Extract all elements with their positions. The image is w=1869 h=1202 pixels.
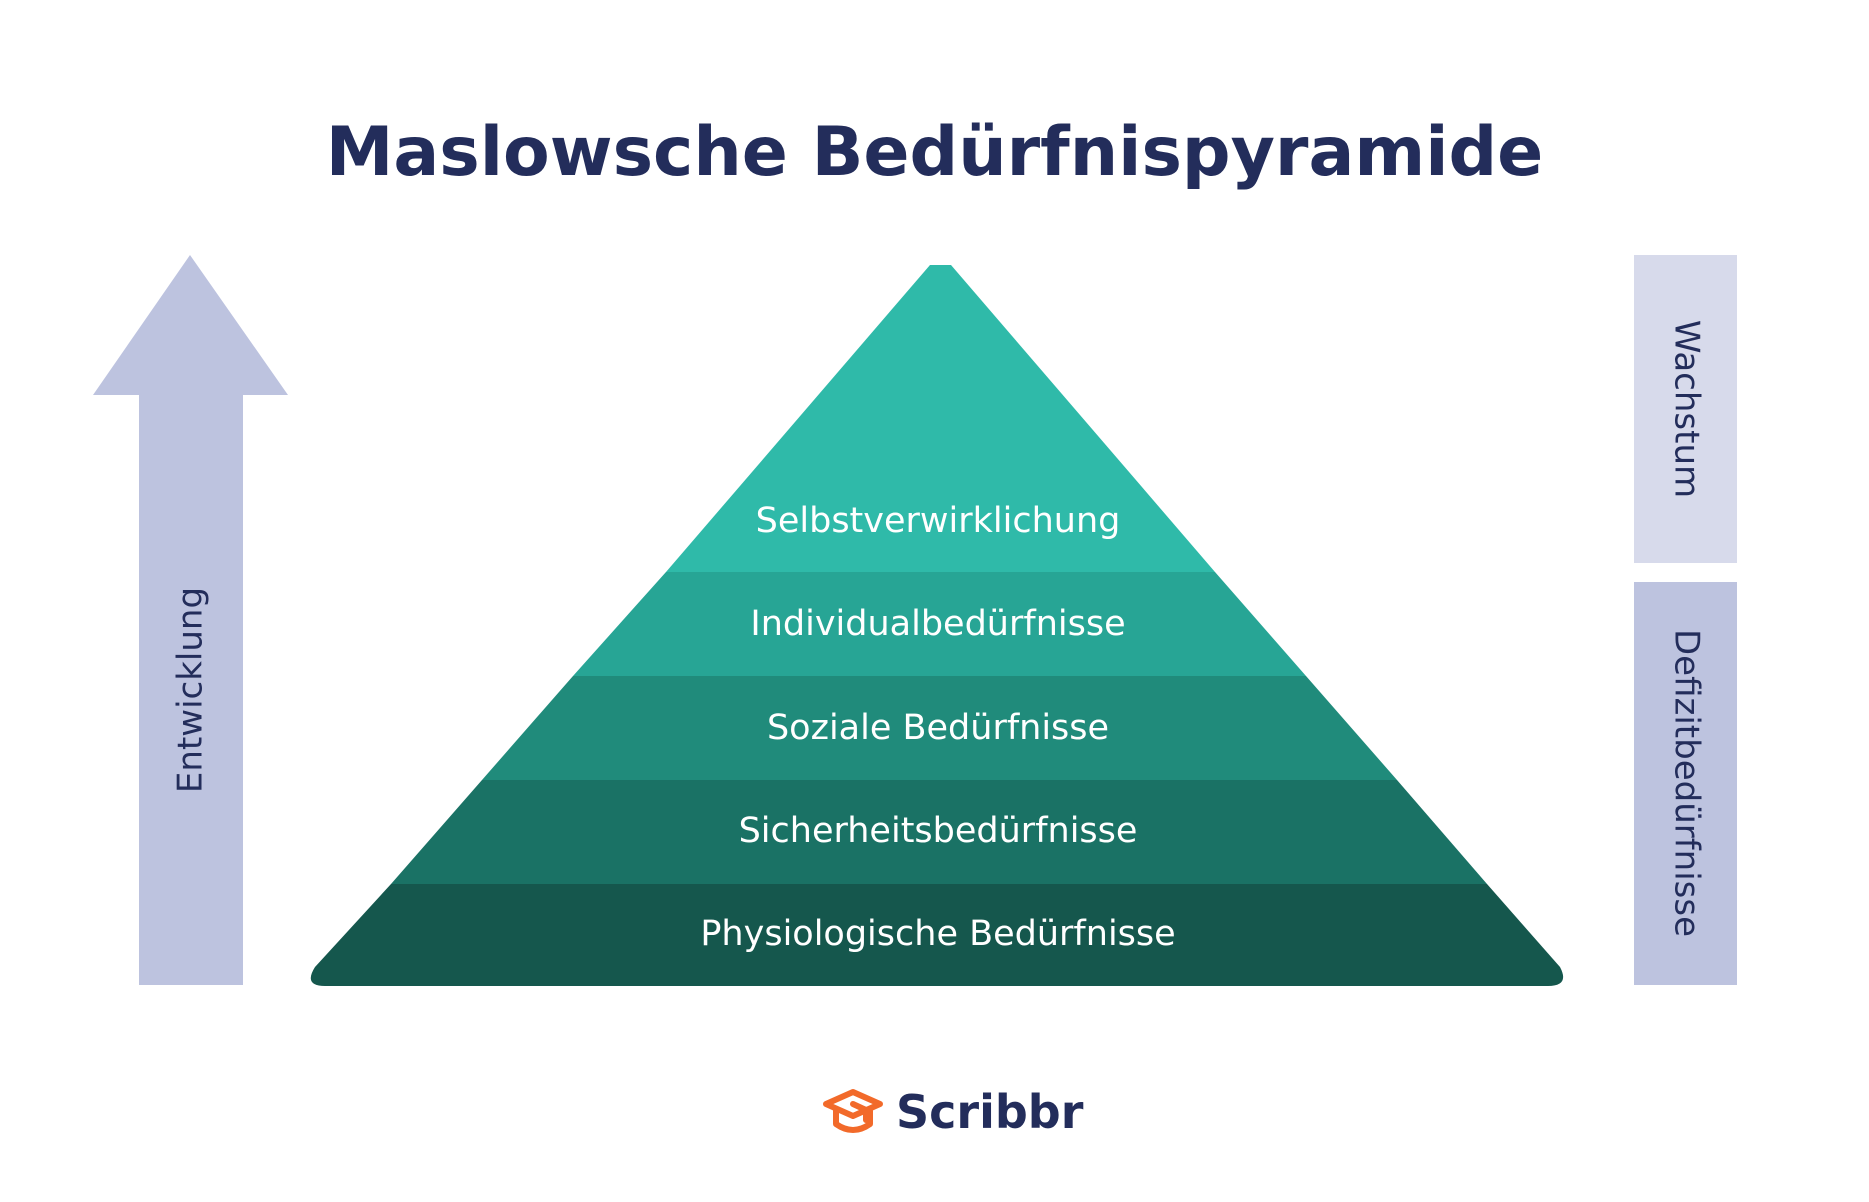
graduation-cap-icon xyxy=(823,1089,883,1133)
pyramid-level-physiologische-beduerfnisse xyxy=(310,884,1564,986)
growth-bar-label: Wachstum xyxy=(1667,320,1707,498)
pyramid-level-sicherheitsbeduerfnisse xyxy=(391,780,1487,884)
pyramid-label: Soziale Bedürfnisse xyxy=(767,708,1109,748)
pyramid-label: Selbstverwirklichung xyxy=(756,501,1121,541)
pyramid-level-individualbeduerfnisse xyxy=(573,572,1306,676)
pyramid-level-soziale-beduerfnisse xyxy=(482,676,1397,780)
development-arrow: Entwicklung xyxy=(93,255,288,985)
pyramid-label: Individualbedürfnisse xyxy=(750,604,1125,644)
arrow-up-icon xyxy=(93,255,288,985)
brand-name: Scribbr xyxy=(896,1085,1084,1139)
pyramid-level-selbstverwirklichung xyxy=(666,265,1215,572)
diagram-title: Maslowsche Bedürfnispyramide xyxy=(325,113,1544,192)
arrow-label: Entwicklung xyxy=(171,587,211,793)
growth-bar xyxy=(1634,255,1737,563)
deficit-needs-bar xyxy=(1634,582,1737,985)
scribbr-logo: Scribbr xyxy=(820,1080,1083,1144)
deficit-needs-bar-label: Defizitbedürfnisse xyxy=(1667,629,1707,937)
pyramid: Selbstverwirklichung Individualbedürfnis… xyxy=(310,265,1564,986)
pyramid-label: Physiologische Bedürfnisse xyxy=(700,914,1175,954)
pyramid-label: Sicherheitsbedürfnisse xyxy=(739,811,1138,851)
needs-category-bars: Wachstum Defizitbedürfnisse xyxy=(1634,255,1737,985)
